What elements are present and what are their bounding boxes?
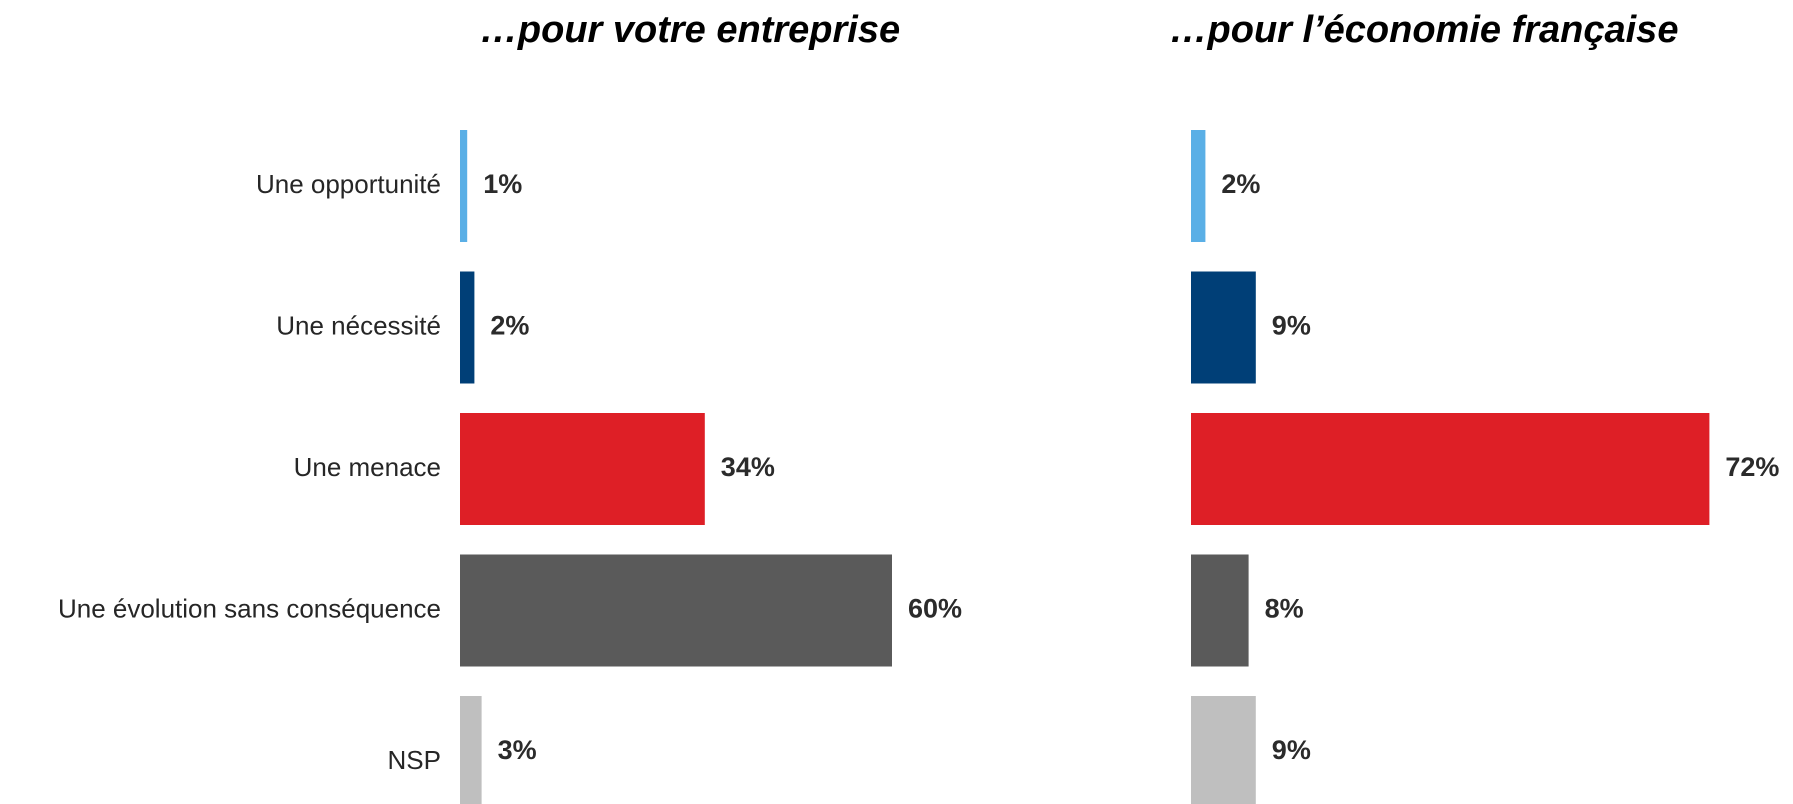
value-label: 2% [1221,169,1260,199]
bar [1191,413,1710,525]
chart-title: …pour votre entreprise [480,9,900,51]
value-label: 9% [1272,311,1311,341]
category-label: NSP [388,745,441,775]
category-label: Une menace [294,452,441,482]
value-label: 60% [908,594,962,624]
category-label: Une opportunité [256,169,441,199]
bar [460,130,468,242]
value-label: 9% [1272,735,1311,765]
bar [1191,271,1256,384]
bar [460,554,892,667]
bar [1191,696,1256,804]
bar [460,696,482,804]
value-label: 3% [498,735,537,765]
value-label: 34% [721,452,775,482]
value-label: 1% [483,169,522,199]
bar [1191,554,1249,667]
value-label: 8% [1265,594,1304,624]
chart-title: …pour l’économie française [1170,9,1679,51]
bar [460,271,475,384]
value-label: 72% [1725,452,1779,482]
value-label: 2% [490,311,529,341]
category-label: Une évolution sans conséquence [58,593,441,623]
category-label: Une nécessité [276,310,441,340]
bar [460,413,705,525]
bar [1191,130,1206,242]
